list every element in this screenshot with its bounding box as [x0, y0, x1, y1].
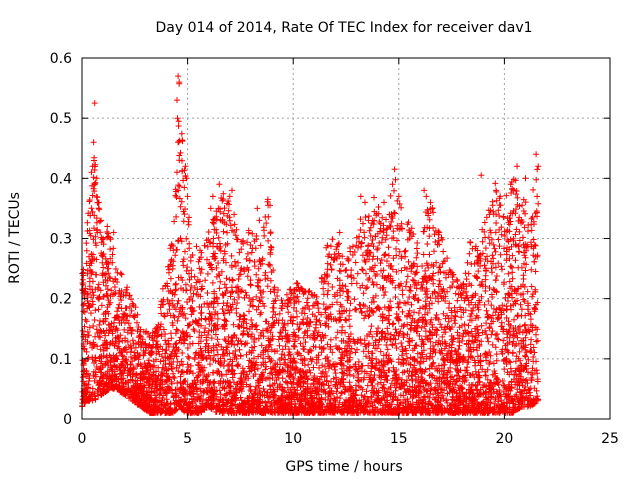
y-tick-label: 0.3	[50, 232, 72, 248]
x-axis-label: GPS time / hours	[285, 459, 402, 475]
y-tick-label: 0	[63, 412, 72, 428]
x-tick-label: 20	[495, 431, 513, 447]
y-tick-label: 0.1	[50, 352, 72, 368]
y-tick-label: 0.2	[50, 292, 72, 308]
x-tick-label: 10	[284, 431, 302, 447]
scatter-marks	[79, 73, 542, 416]
grid-lines	[82, 58, 610, 419]
y-tick-label: 0.6	[50, 51, 72, 67]
data-points	[79, 73, 542, 416]
y-axis-label: ROTI / TECUs	[7, 192, 23, 284]
x-tick-label: 25	[601, 431, 619, 447]
y-tick-label: 0.4	[50, 171, 72, 187]
x-tick-label: 5	[183, 431, 192, 447]
x-axis-ticks: 0 5 10 15 20 25	[78, 58, 619, 447]
y-tick-label: 0.5	[50, 111, 72, 127]
plot-frame	[81, 57, 611, 420]
x-tick-label: 15	[390, 431, 408, 447]
chart-title: Day 014 of 2014, Rate Of TEC Index for r…	[155, 20, 532, 36]
y-axis-ticks: 0 0.1 0.2 0.3 0.4 0.5 0.6	[50, 51, 610, 428]
x-tick-label: 0	[78, 431, 87, 447]
